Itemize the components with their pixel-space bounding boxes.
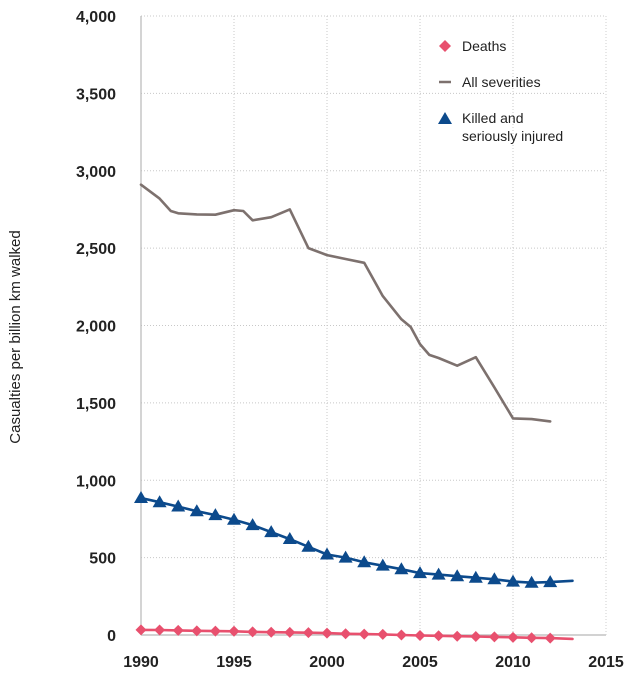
data-point: [507, 631, 519, 643]
y-tick-label: 500: [89, 551, 116, 568]
y-tick-label: 2,500: [76, 241, 116, 258]
data-point: [377, 628, 389, 640]
data-point: [506, 574, 520, 587]
x-tick-label: 2000: [309, 654, 345, 671]
x-tick-label: 2005: [402, 654, 438, 671]
data-point: [526, 632, 538, 644]
data-point: [265, 626, 277, 638]
data-point: [487, 572, 502, 585]
data-point: [451, 630, 463, 642]
x-tick-label: 1995: [216, 654, 252, 671]
y-tick-label: 0: [107, 628, 116, 645]
y-tick-label: 3,500: [76, 86, 116, 103]
data-point: [470, 631, 482, 643]
x-axis-ticks: 1990 1995 2000 2005 2010 2015: [123, 654, 624, 671]
legend-all-severities-label: All severities: [462, 74, 541, 90]
data-point: [468, 570, 483, 583]
y-tick-label: 4,000: [76, 9, 116, 26]
y-tick-label: 2,000: [76, 319, 116, 336]
data-point: [228, 625, 240, 637]
data-point: [433, 630, 445, 642]
data-point: [227, 512, 241, 525]
data-point: [154, 624, 166, 636]
legend: Deaths All severities Killed and serious…: [438, 38, 563, 144]
data-point: [395, 629, 407, 641]
series-line: [139, 183, 552, 423]
y-tick-label: 1,000: [76, 473, 116, 490]
data-point: [394, 562, 409, 575]
data-point: [189, 504, 204, 517]
y-axis-label: Casualties per billion km walked: [7, 230, 24, 443]
data-point: [208, 508, 223, 521]
data-point: [413, 566, 427, 579]
legend-ksi-label-line2: seriously injured: [462, 128, 563, 144]
data-point: [450, 569, 465, 582]
data-point: [340, 628, 352, 640]
series-all-severities: [139, 183, 552, 423]
data-point: [375, 558, 390, 571]
y-axis-ticks: 0 500 1,000 1,500 2,000 2,500 3,000 3,500 4,000: [76, 9, 116, 645]
data-point: [320, 547, 334, 560]
y-tick-label: 1,500: [76, 396, 116, 413]
series-layer: [134, 183, 574, 644]
data-point: [282, 532, 297, 545]
data-point: [338, 550, 353, 563]
data-point: [302, 627, 314, 639]
data-point: [135, 624, 147, 636]
data-point: [358, 628, 370, 640]
y-tick-label: 3,000: [76, 164, 116, 181]
data-point: [171, 499, 186, 512]
data-point: [152, 495, 167, 508]
data-point: [134, 491, 148, 504]
data-point: [488, 631, 500, 643]
data-point: [191, 625, 203, 637]
x-tick-label: 2010: [495, 654, 531, 671]
data-point: [321, 627, 333, 639]
x-tick-label: 2015: [588, 654, 624, 671]
data-point: [172, 624, 184, 636]
data-point: [245, 518, 260, 531]
data-point: [357, 555, 372, 568]
data-point: [264, 525, 279, 538]
data-point: [209, 625, 221, 637]
legend-deaths-label: Deaths: [462, 38, 506, 54]
legend-deaths-marker: [439, 40, 451, 52]
data-point: [247, 626, 259, 638]
x-tick-label: 1990: [123, 654, 159, 671]
data-point: [414, 629, 426, 641]
data-point: [431, 567, 446, 580]
legend-ksi-label-line1: Killed and: [462, 110, 524, 126]
data-point: [524, 575, 539, 588]
data-point: [543, 575, 558, 588]
series-killed-and-seriously-injured: [134, 491, 574, 588]
series-line: [139, 496, 574, 585]
series-deaths: [135, 624, 574, 644]
data-point: [301, 539, 316, 552]
data-point: [544, 632, 556, 644]
legend-ksi-marker: [438, 112, 452, 124]
chart-grid: [141, 15, 606, 635]
data-point: [284, 626, 296, 638]
